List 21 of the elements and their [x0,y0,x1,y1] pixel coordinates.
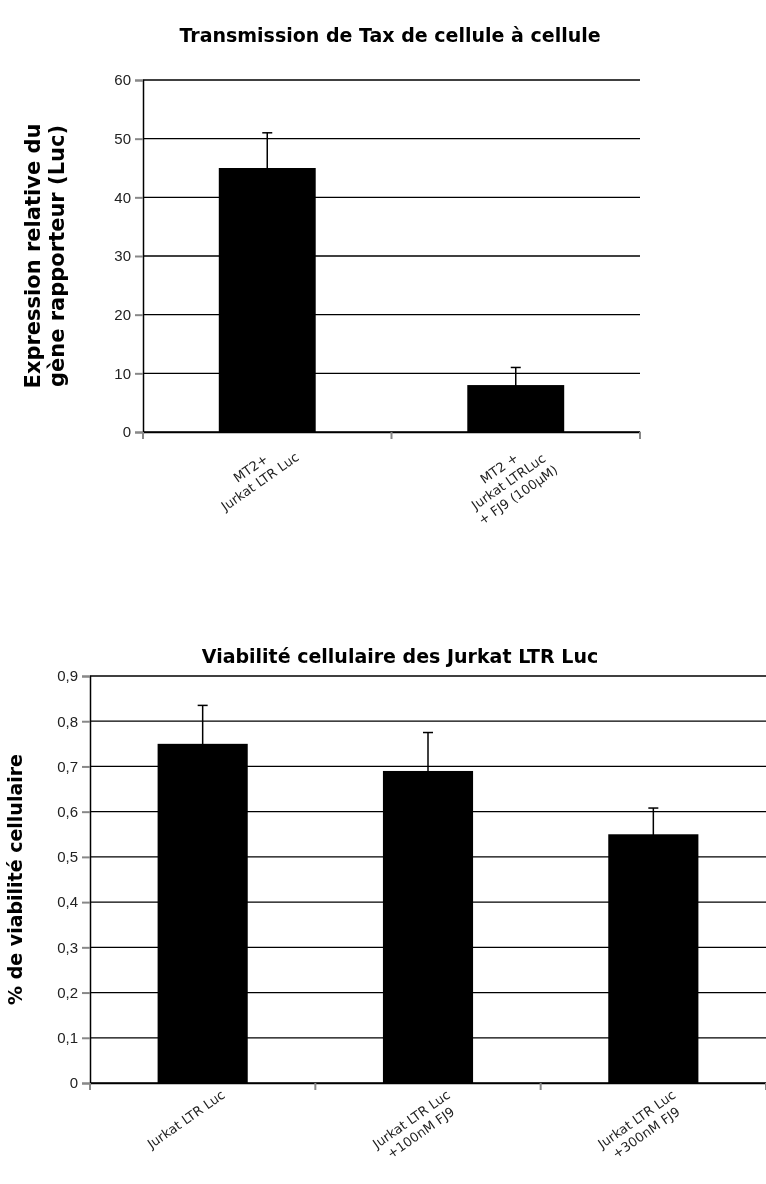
chart-title: Transmission de Tax de cellule à cellule [179,24,601,46]
y-tick-label: 0,7 [57,757,78,775]
y-tick-label: 0 [69,1074,78,1092]
y-tick-label: 0,8 [57,712,78,730]
y-tick-label: 30 [114,247,131,265]
y-tick-label: 0,6 [57,802,78,820]
y-tick-label: 0,1 [57,1029,78,1047]
y-tick-label: 0 [122,423,131,441]
y-tick-label: 0,3 [57,938,78,956]
y-tick-label: 0,4 [57,893,78,911]
y-axis-title: Expression relative du gène rapporteur (Luc) [21,123,70,389]
y-tick-label: 10 [114,364,131,382]
y-axis-title: % de viabilité cellulaire [4,754,26,1005]
y-tick-label: 0,5 [57,848,78,866]
y-tick-label: 0,9 [57,667,78,685]
chart-title: Viabilité cellulaire des Jurkat LTR Luc [201,645,599,667]
y-tick-label: 60 [114,71,131,89]
y-tick-label: 0,2 [57,983,78,1001]
y-tick-label: 40 [114,188,131,206]
y-tick-label: 50 [114,129,131,147]
y-tick-label: 20 [114,305,131,323]
